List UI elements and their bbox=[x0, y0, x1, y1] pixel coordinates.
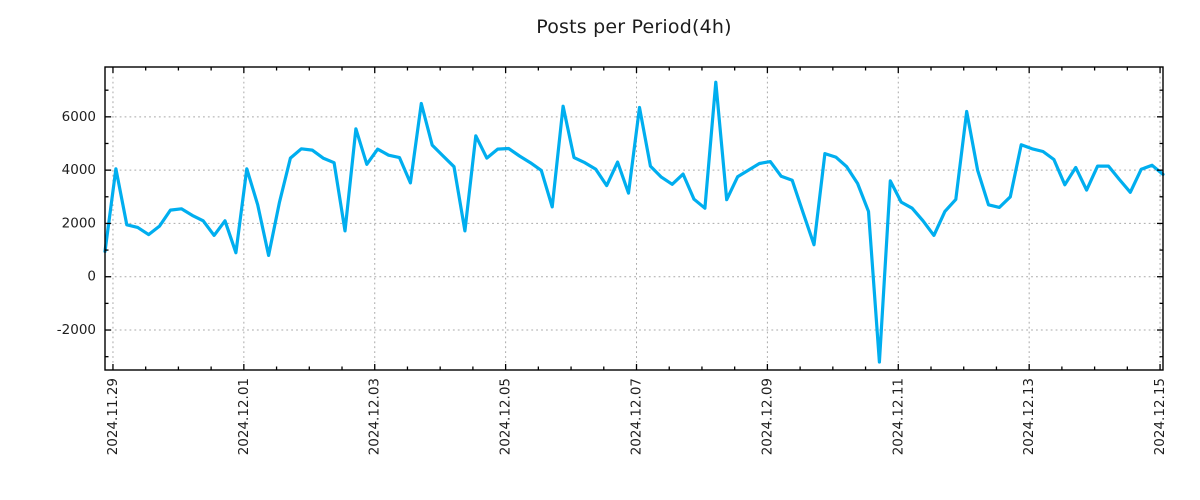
y-tick-label: 6000 bbox=[62, 109, 96, 125]
x-tick-label: 2024.12.13 bbox=[1021, 378, 1037, 455]
x-tick-label: 2024.12.11 bbox=[890, 378, 906, 455]
chart-title: Posts per Period(4h) bbox=[536, 16, 732, 38]
y-tick-label: -2000 bbox=[57, 322, 96, 338]
y-tick-label: 2000 bbox=[62, 215, 96, 231]
y-axis-tick-labels: -2000 0 2000 4000 6000 bbox=[57, 109, 96, 338]
plot-border bbox=[104, 66, 1164, 371]
axis-ticks bbox=[105, 67, 1163, 370]
x-tick-label: 2024.11.29 bbox=[105, 378, 121, 455]
y-tick-label: 0 bbox=[87, 269, 96, 285]
series-line-posts-per-4h bbox=[103, 80, 1165, 364]
x-tick-label: 2024.12.09 bbox=[759, 378, 775, 455]
x-tick-label: 2024.12.07 bbox=[629, 378, 645, 455]
y-tick-label: 4000 bbox=[62, 162, 96, 178]
x-axis-tick-labels: 2024.11.29 2024.12.01 2024.12.03 2024.12.05… bbox=[105, 378, 1168, 455]
x-tick-label: 2024.12.03 bbox=[367, 378, 383, 455]
x-tick-label: 2024.12.05 bbox=[498, 378, 514, 455]
x-tick-label: 2024.12.15 bbox=[1152, 378, 1168, 455]
x-tick-label: 2024.12.01 bbox=[236, 378, 252, 455]
gridlines bbox=[105, 67, 1163, 370]
